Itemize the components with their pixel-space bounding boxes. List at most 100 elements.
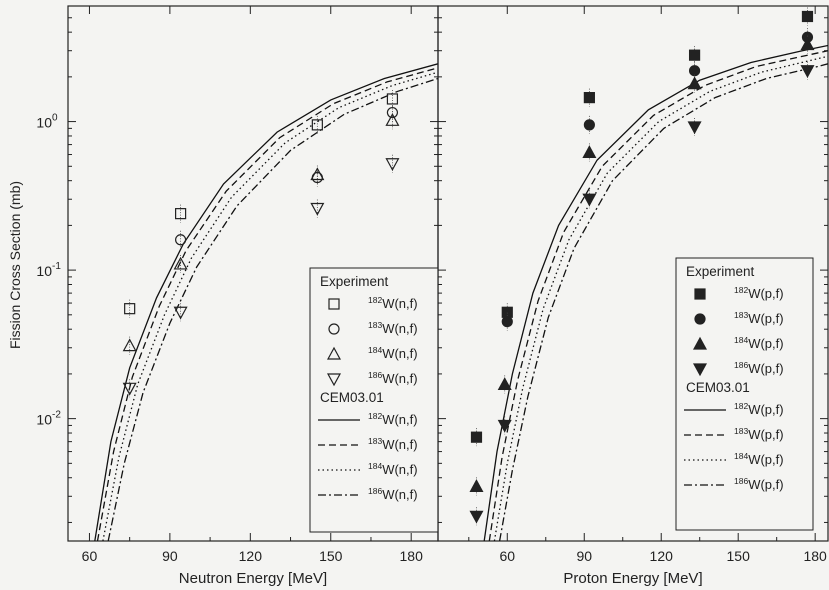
legend-entry-model: 182W(n,f) <box>368 411 418 427</box>
legend-entry-mass: 183 <box>368 436 382 446</box>
data-point-186 <box>173 306 188 320</box>
legend-entry-mass: 186 <box>368 486 382 496</box>
data-point-182 <box>801 10 814 23</box>
x-tick-label: 150 <box>727 548 751 564</box>
legend-entry-experiment: 183W(n,f) <box>368 320 418 336</box>
legend-entry-experiment: 184W(n,f) <box>368 345 418 361</box>
legend-entry-model: 186W(p,f) <box>734 476 784 492</box>
x-tick-label: 90 <box>162 548 178 564</box>
x-tick-label: 60 <box>82 548 98 564</box>
legend-entry-experiment: 183W(p,f) <box>734 310 784 326</box>
data-point-182 <box>311 119 323 131</box>
legend-model-title: CEM03.01 <box>686 380 750 395</box>
data-point-184 <box>800 37 815 51</box>
experiment-points <box>469 7 815 526</box>
data-point-186 <box>497 419 512 433</box>
legend-entry-mass: 184 <box>734 451 748 461</box>
model-curve-184 <box>493 55 828 541</box>
x-tick-label: 120 <box>239 548 263 564</box>
y-axis-label: Fission Cross Section (mb) <box>7 181 23 349</box>
legend-entry-mass: 182 <box>734 285 748 295</box>
legend-model-title: CEM03.01 <box>320 390 384 405</box>
model-curve-186 <box>107 77 438 541</box>
x-tick-label: 150 <box>319 548 343 564</box>
legend-entry-mass: 183 <box>734 426 748 436</box>
y-tick-exponent: -2 <box>52 410 61 421</box>
data-point-184 <box>385 113 400 126</box>
model-curve-182 <box>94 63 438 541</box>
model-curve-182 <box>483 44 828 541</box>
data-point-186 <box>582 193 597 207</box>
data-point-182 <box>470 431 483 443</box>
data-point-182 <box>124 303 136 315</box>
legend-entry-model: 186W(n,f) <box>368 486 418 502</box>
data-point-182 <box>688 49 701 61</box>
y-tick-exponent: -1 <box>52 261 61 272</box>
data-point-184 <box>173 256 188 270</box>
x-tick-label: 120 <box>650 548 674 564</box>
legend-entry-reaction: W(n,f) <box>382 487 417 502</box>
model-curves <box>94 63 438 541</box>
x-tick-label: 90 <box>576 548 592 564</box>
legend-entry-mass: 186 <box>734 360 748 370</box>
legend-entry-mass: 184 <box>368 461 382 471</box>
legend-entry-model: 183W(p,f) <box>734 426 784 442</box>
data-point-186 <box>800 65 815 78</box>
legend-entry-model: 184W(n,f) <box>368 461 418 477</box>
legend-entry-reaction: W(n,f) <box>382 371 417 386</box>
data-point-183 <box>386 106 399 119</box>
data-point-184 <box>122 338 137 352</box>
x-tick-label: 60 <box>499 548 515 564</box>
data-point-183 <box>501 316 513 328</box>
legend-marker-186 <box>692 363 708 377</box>
legend-entry-experiment: 184W(p,f) <box>734 335 784 351</box>
model-curve-184 <box>102 71 438 541</box>
legend-entry-mass: 184 <box>368 345 382 355</box>
legend: Experiment182W(p,f)183W(p,f)184W(p,f)186… <box>675 257 814 531</box>
data-point-186 <box>122 382 137 396</box>
legend-marker-182 <box>694 288 706 300</box>
legend-entry-mass: 184 <box>734 335 748 345</box>
data-point-182 <box>175 208 187 220</box>
data-point-186 <box>310 202 325 216</box>
legend-entry-reaction: W(n,f) <box>382 437 417 452</box>
data-point-184 <box>469 479 484 492</box>
data-point-183 <box>175 234 187 246</box>
model-curve-183 <box>488 50 828 541</box>
model-curve-183 <box>96 67 438 541</box>
model-curves <box>483 44 828 541</box>
data-point-184 <box>497 377 512 391</box>
data-point-182 <box>583 92 595 104</box>
legend-entry-mass: 182 <box>734 401 748 411</box>
legend-marker-186 <box>326 373 342 387</box>
legend-marker-184 <box>692 336 708 350</box>
legend-entry-mass: 186 <box>368 370 382 380</box>
legend-entry-reaction: W(n,f) <box>382 412 417 427</box>
legend-entry-model: 182W(p,f) <box>734 401 784 417</box>
legend-entry-experiment: 182W(n,f) <box>368 295 418 311</box>
legend-entry-model: 184W(p,f) <box>734 451 784 467</box>
legend-entry-reaction: W(n,f) <box>382 346 417 361</box>
legend-entry-reaction: W(p,f) <box>748 311 783 326</box>
legend-entry-mass: 182 <box>368 295 382 305</box>
legend-entry-reaction: W(n,f) <box>382 462 417 477</box>
data-point-184 <box>310 167 325 181</box>
legend: Experiment182W(n,f)183W(n,f)184W(n,f)186… <box>309 267 439 533</box>
data-point-186 <box>687 121 702 135</box>
x-tick-label: 180 <box>803 548 827 564</box>
legend-entry-reaction: W(p,f) <box>748 361 783 376</box>
y-tick-exponent: 0 <box>52 113 58 124</box>
legend-entry-reaction: W(p,f) <box>748 402 783 417</box>
legend-entry-experiment: 186W(p,f) <box>734 360 784 376</box>
data-point-186 <box>385 158 400 172</box>
legend-marker-182 <box>328 298 340 310</box>
legend-experiment-title: Experiment <box>686 264 755 279</box>
data-point-183 <box>583 119 595 131</box>
x-axis-label: Proton Energy [MeV] <box>563 570 702 587</box>
legend-entry-experiment: 186W(n,f) <box>368 370 418 386</box>
legend-marker-183 <box>694 313 706 325</box>
experiment-points <box>122 89 400 398</box>
legend-entry-reaction: W(p,f) <box>748 336 783 351</box>
legend-entry-reaction: W(n,f) <box>382 321 417 336</box>
